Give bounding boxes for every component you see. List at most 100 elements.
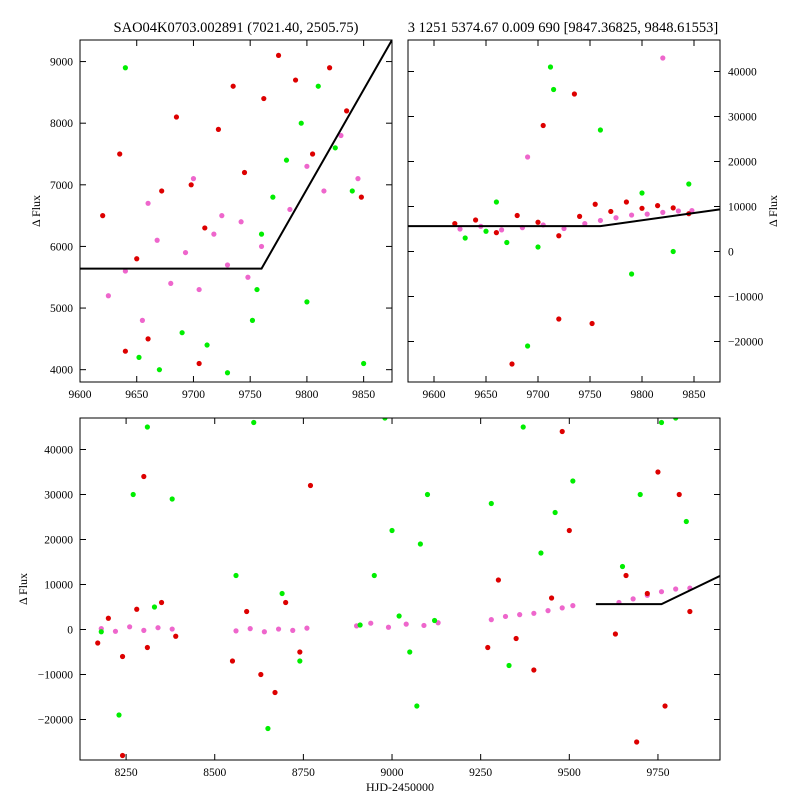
- series-3-point: [144, 424, 150, 430]
- x-tick-label: 9500: [558, 767, 581, 779]
- series-2-point: [292, 77, 299, 83]
- panel-1-title: SAO04K0703.002891 (7021.40, 2505.75): [114, 20, 359, 36]
- y-tick-label: 9000: [50, 57, 73, 69]
- series-2-point: [134, 256, 140, 262]
- series-3-point: [520, 424, 526, 430]
- series-2-point: [556, 233, 562, 239]
- series-3-point: [382, 418, 388, 421]
- series-2-point: [309, 151, 316, 157]
- y-tick-label: 40000: [728, 67, 757, 79]
- y-tick-label: 4000: [50, 365, 73, 377]
- y-tick-label: 30000: [728, 112, 757, 124]
- series-1-point: [403, 621, 409, 627]
- series-3-point: [619, 563, 626, 570]
- x-tick-label: 9650: [125, 389, 148, 401]
- series-2-point: [495, 577, 501, 583]
- x-tick-label: 9800: [631, 389, 654, 401]
- series-2-point: [119, 752, 126, 759]
- series-3-point: [179, 330, 185, 336]
- series-3-point: [304, 299, 310, 305]
- y-tick-label: 7000: [50, 180, 73, 192]
- series-1-point: [169, 626, 175, 632]
- series-2-point: [531, 667, 537, 673]
- series-3-point: [483, 228, 489, 234]
- y-tick-label: 40000: [44, 445, 73, 457]
- series-3-point: [251, 419, 257, 426]
- series-1-point: [211, 231, 217, 237]
- x-tick-label: 8250: [115, 767, 138, 779]
- series-3-point: [417, 541, 423, 547]
- y-tick-label: 10000: [44, 580, 73, 592]
- y-tick-label: 20000: [44, 535, 73, 547]
- series-2-point: [556, 316, 562, 322]
- series-2-point: [272, 689, 278, 696]
- series-2-point: [535, 219, 541, 225]
- series-3-point: [424, 491, 431, 498]
- series-1-point: [321, 188, 327, 194]
- series-2-point: [230, 83, 236, 89]
- series-1-point: [660, 55, 666, 61]
- x-tick-label: 9750: [579, 389, 602, 401]
- series-3-point: [298, 120, 304, 126]
- series-3-point: [525, 343, 531, 349]
- series-3-point: [254, 286, 260, 293]
- series-3-point: [637, 491, 643, 498]
- series-3-point: [639, 190, 645, 196]
- plot-frame: [79, 39, 393, 383]
- series-2-point: [141, 473, 147, 480]
- y-tick-label: 0: [728, 247, 734, 259]
- series-1-point: [139, 317, 145, 323]
- series-2-point: [244, 608, 250, 615]
- series-1-point: [644, 211, 650, 217]
- x-tick-label: 9600: [69, 389, 92, 401]
- series-1-point: [561, 225, 567, 232]
- series-3-point: [547, 64, 554, 70]
- series-2-point: [119, 653, 126, 660]
- series-3-point: [504, 239, 510, 246]
- series-1-point: [613, 215, 619, 221]
- x-tick-label: 9000: [381, 767, 404, 779]
- series-3-point: [156, 367, 163, 373]
- series-3-point: [169, 496, 175, 502]
- series-3-point: [204, 342, 210, 348]
- y-tick-label: 5000: [50, 303, 73, 315]
- series-2-point: [215, 126, 222, 132]
- series-2-point: [687, 608, 693, 615]
- series-2-point: [173, 114, 180, 120]
- series-3-point: [136, 354, 142, 360]
- series-1-point: [127, 624, 133, 630]
- series-1-point: [457, 226, 463, 232]
- series-1-point: [261, 629, 267, 635]
- y-tick-label: −10000: [38, 670, 73, 682]
- series-2-point: [117, 151, 123, 157]
- series-1-point: [304, 625, 310, 631]
- series-2-point: [634, 739, 640, 745]
- series-2-point: [158, 599, 165, 606]
- fit-line: [408, 208, 720, 228]
- series-1-point: [421, 622, 427, 629]
- series-3-point: [686, 181, 692, 187]
- series-3-point: [407, 649, 413, 655]
- series-3-point: [130, 491, 136, 498]
- series-3-point: [116, 712, 122, 718]
- series-2-point: [105, 615, 111, 621]
- series-1-point: [660, 209, 666, 215]
- series-1-point: [141, 627, 147, 634]
- series-3-point: [297, 658, 303, 664]
- series-2-point: [540, 122, 546, 129]
- series-2-point: [100, 213, 106, 219]
- series-2-point: [196, 360, 202, 367]
- series-2-point: [344, 108, 350, 114]
- series-2-point: [283, 599, 289, 606]
- series-1-point: [545, 608, 551, 614]
- series-1-point: [233, 628, 239, 634]
- series-3-point: [361, 360, 367, 367]
- y-tick-label: 6000: [50, 241, 73, 253]
- panel-2-title: 3 1251 5374.67 0.009 690 [9847.36825, 98…: [408, 20, 719, 36]
- series-3-point: [283, 157, 290, 163]
- fit-line: [595, 575, 720, 606]
- series-2-point: [275, 52, 282, 59]
- series-1-point: [287, 206, 293, 213]
- points-group: [100, 52, 367, 376]
